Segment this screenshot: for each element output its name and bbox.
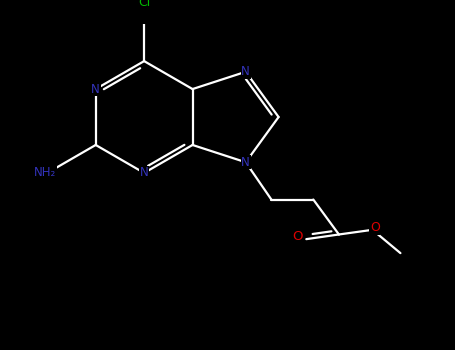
Text: N: N: [241, 156, 250, 169]
Text: Cl: Cl: [138, 0, 150, 9]
Text: N: N: [140, 167, 148, 180]
Text: O: O: [370, 221, 380, 234]
Text: O: O: [293, 230, 303, 243]
Text: N: N: [241, 65, 250, 78]
Text: NH₂: NH₂: [34, 167, 56, 180]
Text: N: N: [91, 83, 100, 96]
